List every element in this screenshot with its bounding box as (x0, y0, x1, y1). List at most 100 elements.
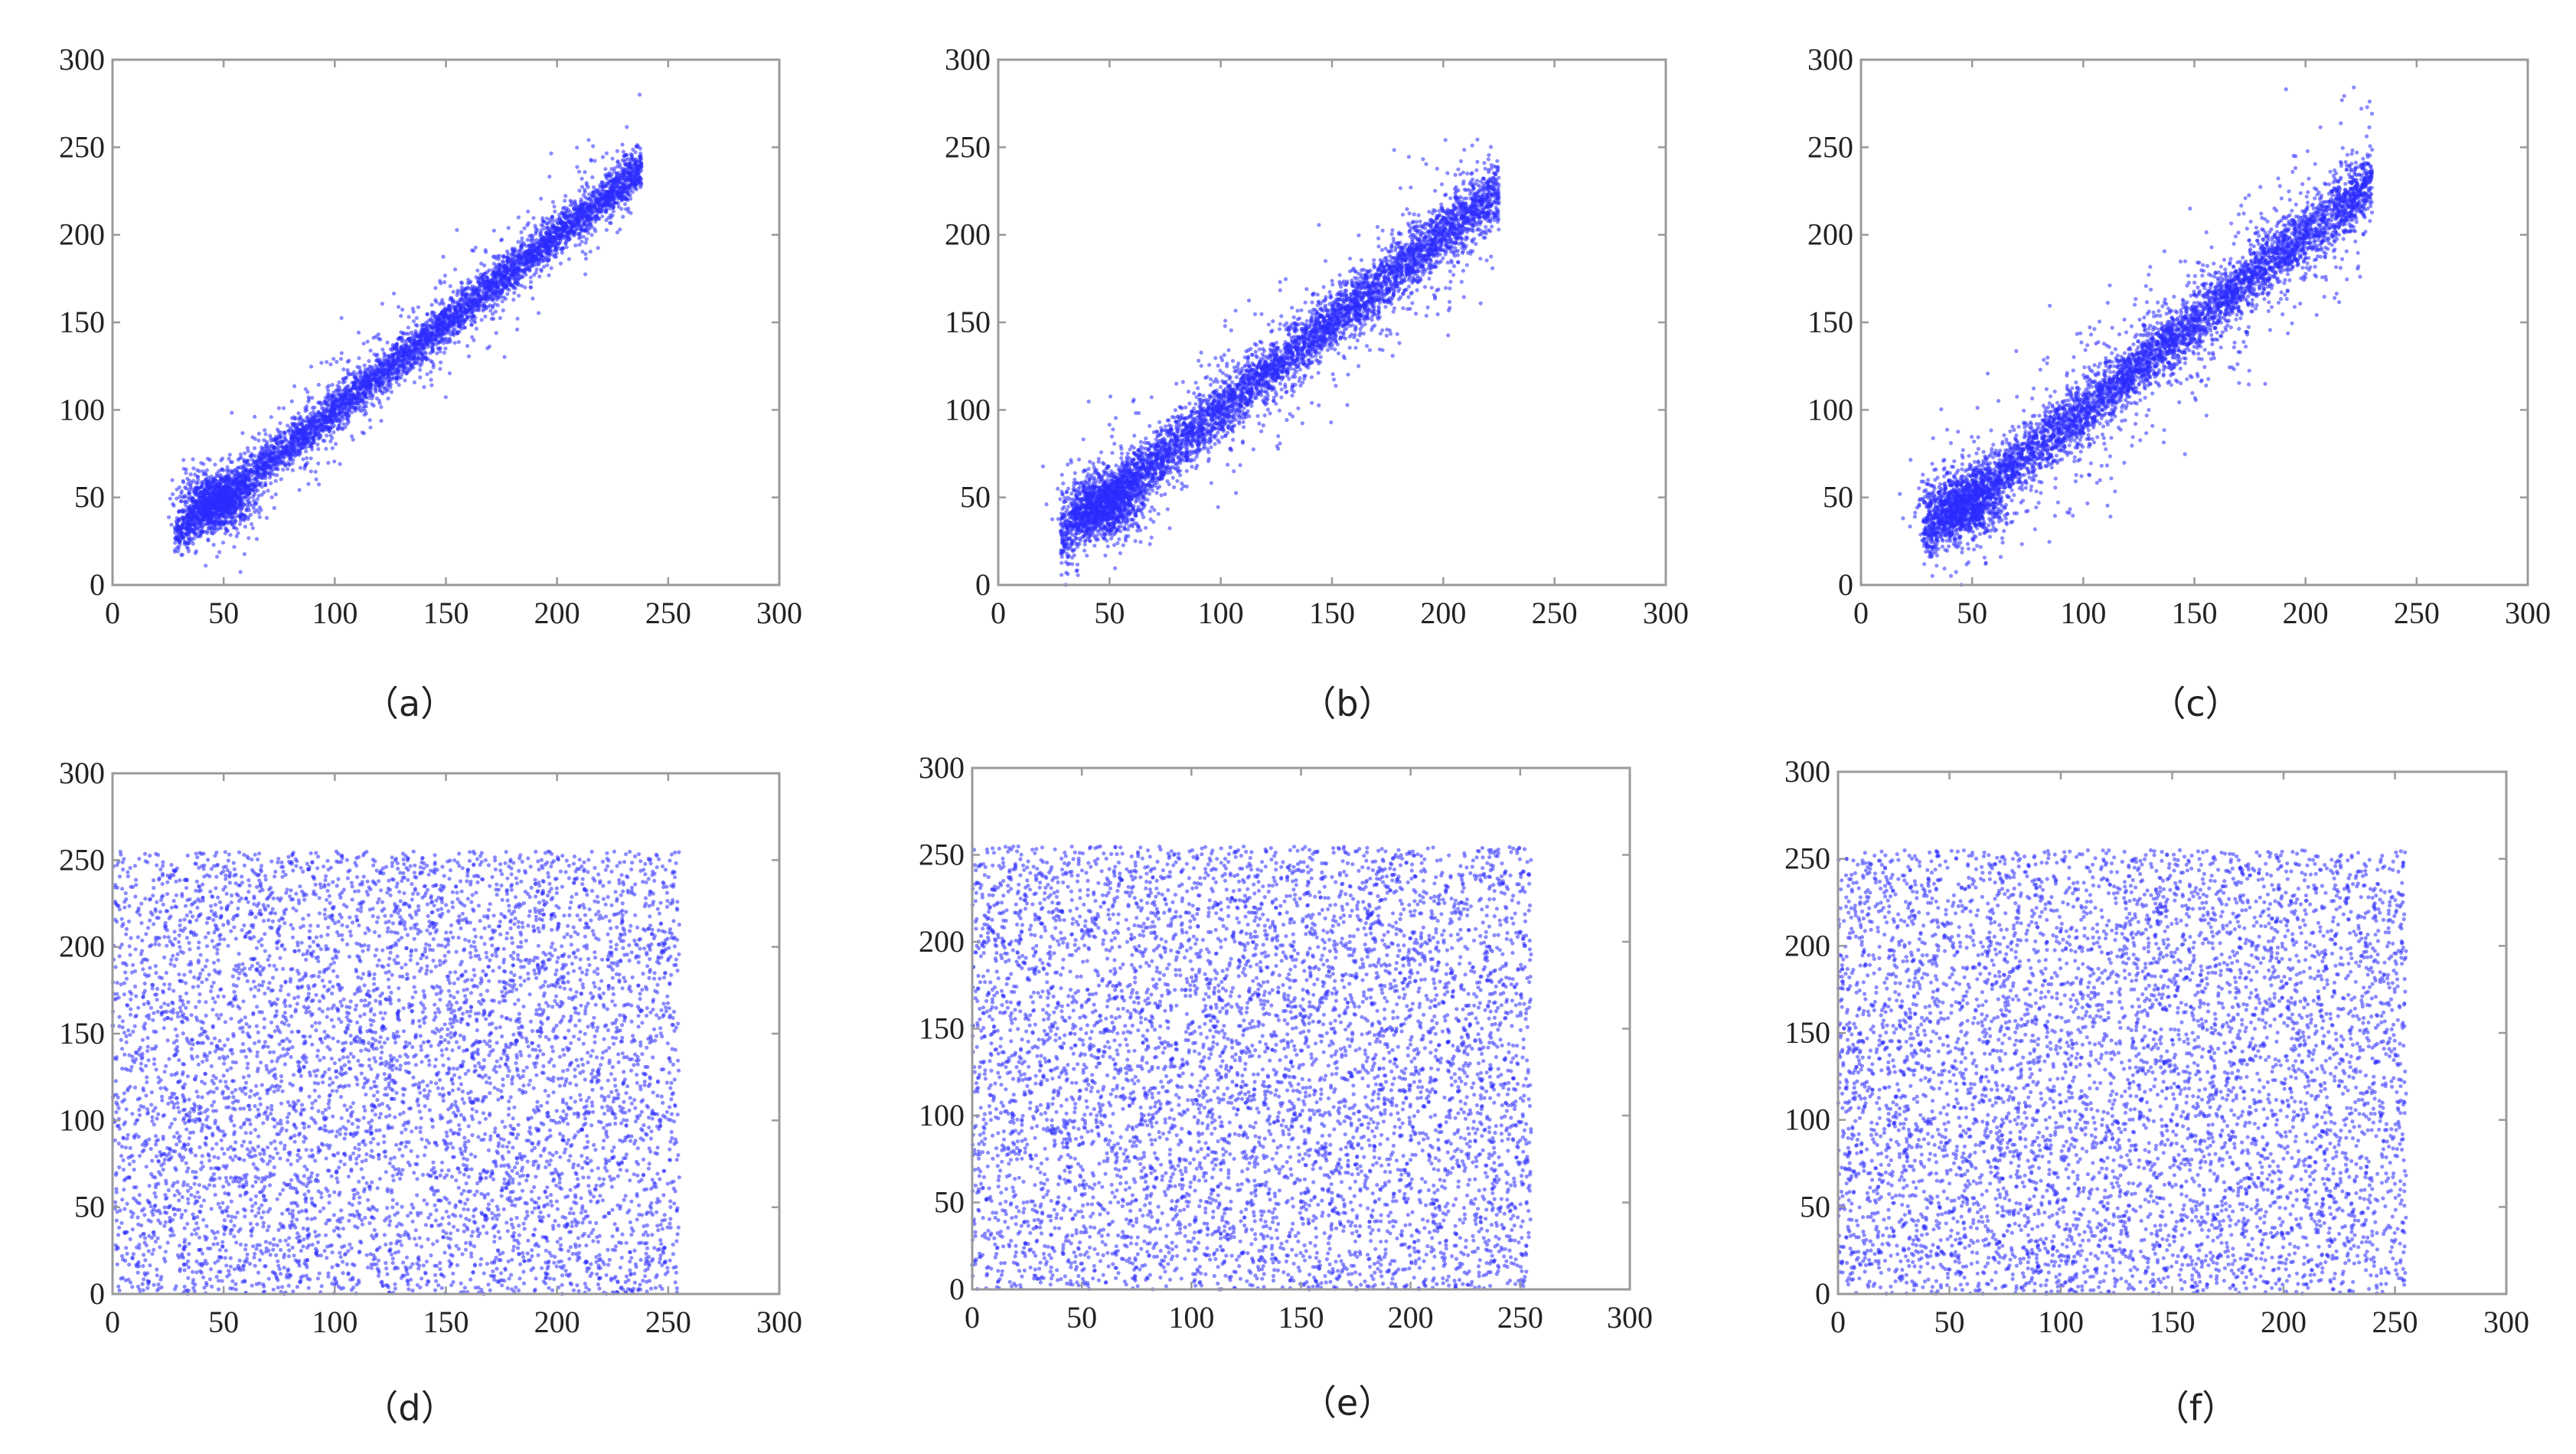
scatter-point (470, 335, 475, 339)
scatter-point (292, 384, 297, 388)
scatter-point (589, 158, 593, 162)
scatter-point (281, 406, 286, 410)
scatter-point (497, 256, 501, 261)
scatter-point (286, 423, 290, 428)
scatter-point (482, 263, 487, 268)
scatter-point (583, 240, 588, 245)
scatter-point (553, 244, 558, 249)
scatter-point (505, 292, 510, 296)
scatter-point (514, 258, 518, 263)
scatter-point (339, 315, 344, 320)
scatter-point (550, 200, 556, 204)
scatter-point (337, 423, 341, 428)
scatter-point (552, 204, 557, 209)
scatter-point (305, 404, 309, 409)
scatter-point (386, 396, 390, 401)
scatter-point (263, 432, 268, 436)
scatter-point (586, 138, 591, 142)
scatter-point (185, 476, 190, 481)
scatter-point (546, 221, 550, 226)
scatter-point (525, 223, 530, 227)
scatter-point (516, 240, 521, 244)
scatter-point (269, 415, 273, 420)
scatter-point (367, 418, 372, 423)
scatter-point (474, 275, 478, 279)
scatter-point (312, 440, 316, 445)
scatter-point (335, 360, 339, 364)
scatter-point (368, 348, 373, 353)
scatter-point (309, 456, 313, 461)
scatter-point (455, 227, 459, 232)
scatter-point (563, 194, 568, 198)
scatter-point (520, 236, 524, 240)
scatter-point (316, 446, 321, 452)
scatter-point (466, 354, 472, 358)
scatter-point (438, 367, 442, 371)
scatter-point (250, 521, 254, 527)
scatter-point (433, 286, 438, 290)
scatter-point (531, 216, 536, 221)
scatter-point (526, 209, 531, 214)
scatter-point (410, 330, 414, 335)
scatter-point (621, 214, 625, 219)
scatter-point (325, 433, 329, 438)
scatter-point (346, 371, 351, 375)
scatter-point (237, 521, 243, 527)
scatter-point (348, 393, 353, 397)
scatter-point (423, 351, 428, 355)
scatter-point (305, 390, 310, 394)
scatter-point (181, 458, 186, 462)
scatter-point (339, 351, 344, 355)
scatter-point (250, 487, 256, 492)
scatter-point (429, 383, 434, 387)
scatter-point (577, 188, 582, 193)
scatter-point (367, 386, 372, 390)
scatter-point (581, 234, 586, 239)
scatter-point (362, 385, 367, 390)
scatter-point (539, 196, 544, 201)
scatter-point (483, 314, 488, 319)
scatter-point (499, 238, 504, 243)
scatter-point (252, 446, 257, 451)
scatter-point (472, 295, 476, 299)
scatter-point (515, 327, 520, 332)
scatter-point (447, 371, 452, 376)
scatter-point (638, 153, 643, 158)
scatter-point (246, 462, 250, 467)
scatter-point (547, 273, 551, 278)
scatter-point (517, 293, 521, 298)
scatter-point (371, 335, 376, 340)
scatter-point (331, 357, 336, 361)
scatter-point (469, 322, 474, 327)
scatter-point (583, 272, 588, 276)
scatter-point (220, 541, 226, 545)
scatter-point (604, 183, 609, 188)
scatter-point (425, 372, 429, 377)
scatter-point (304, 449, 309, 454)
scatter-point (374, 396, 380, 400)
scatter-point (269, 495, 274, 500)
scatter-point (406, 315, 411, 319)
scatter-point (545, 263, 550, 267)
scatter-point (230, 460, 234, 465)
scatter-point (531, 296, 535, 301)
scatter-point (465, 344, 470, 348)
scatter-point (377, 400, 382, 406)
scatter-point (479, 261, 484, 266)
scatter-point (269, 481, 273, 485)
scatter-point (337, 380, 341, 384)
scatter-point (442, 351, 446, 355)
scatter-point (621, 149, 626, 154)
scatter-point (262, 438, 266, 443)
scatter-point (620, 142, 625, 147)
scatter-point (367, 358, 371, 364)
scatter-point (506, 226, 511, 230)
scatter-point (183, 499, 188, 504)
scatter-point (379, 404, 384, 410)
scatter-point (604, 151, 609, 155)
scatter-point (169, 522, 174, 527)
scatter-point (232, 544, 237, 549)
scatter-point (399, 314, 403, 319)
scatter-point (272, 505, 276, 511)
